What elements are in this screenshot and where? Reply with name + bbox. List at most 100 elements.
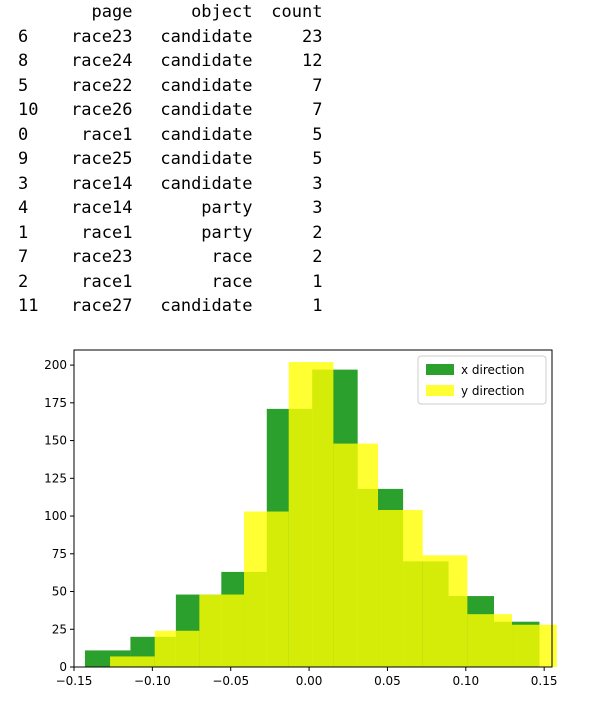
table-cell-page: race23 xyxy=(71,247,133,267)
column-header-object: object xyxy=(191,2,253,22)
table-cell-count: 7 xyxy=(312,75,323,96)
x-tick-label: 0.00 xyxy=(296,674,323,688)
y-tick-label: 100 xyxy=(44,509,67,523)
y-tick-label: 175 xyxy=(44,396,67,410)
table-cell-count: 2 xyxy=(312,247,323,267)
table-cell-object: party xyxy=(201,222,253,243)
histogram-bar-s1-b1 xyxy=(154,630,200,667)
table-cell-index: 7 xyxy=(18,247,29,267)
table-cell-count: 5 xyxy=(312,124,323,145)
table-cell-index: 4 xyxy=(18,198,29,218)
y-tick-label: 200 xyxy=(44,358,67,372)
table-row: 9 race25 candidate 5 xyxy=(18,147,322,172)
histogram-bar-s1-b2 xyxy=(199,594,245,667)
table-row: 2 race1 race 1 xyxy=(18,270,322,295)
table-cell-count: 12 xyxy=(302,51,323,71)
table-cell-count: 3 xyxy=(312,173,323,194)
table-cell-count: 1 xyxy=(312,271,323,292)
table-cell-index: 0 xyxy=(18,124,29,145)
table-cell-page: race14 xyxy=(71,173,133,194)
table-cell-index: 5 xyxy=(18,75,29,96)
table-cell-index: 1 xyxy=(18,222,29,243)
legend-label: y direction xyxy=(461,384,525,398)
histogram-bar-s1-b6 xyxy=(378,510,423,667)
x-tick-label: 0.05 xyxy=(374,674,401,688)
table-cell-object: candidate xyxy=(160,149,253,169)
x-tick-label: 0.10 xyxy=(452,674,479,688)
table-cell-count: 7 xyxy=(312,100,323,120)
table-cell-object: candidate xyxy=(160,100,253,120)
table-cell-object: candidate xyxy=(160,296,253,316)
histogram-bar-s1-b5 xyxy=(333,443,379,667)
table-cell-page: race24 xyxy=(71,51,133,71)
table-cell-page: race27 xyxy=(71,296,133,316)
table-cell-page: race1 xyxy=(81,271,133,292)
column-header-count: count xyxy=(271,2,323,22)
table-cell-object: race xyxy=(211,247,253,267)
histogram-bar-s1-b0 xyxy=(110,656,155,667)
table-cell-page: race25 xyxy=(71,149,133,169)
table-cell-page: race14 xyxy=(71,198,133,218)
table-row: 0 race1 candidate 5 xyxy=(18,123,322,148)
table-row: 3 race14 candidate 3 xyxy=(18,172,322,197)
table-cell-page: race1 xyxy=(81,222,133,243)
table-cell-index: 10 xyxy=(18,100,39,120)
table-cell-index: 9 xyxy=(18,149,29,169)
table-cell-page: race22 xyxy=(71,75,133,96)
table-row: 6 race23 candidate 23 xyxy=(18,25,322,50)
chart-legend: x direction y direction xyxy=(417,355,547,405)
table-body: 6 race23 candidate 23 8 race24 candidate 12 5 rac… xyxy=(18,25,322,319)
x-tick-label: −0.15 xyxy=(56,674,93,688)
x-tick-label: 0.15 xyxy=(531,674,558,688)
table-header-row: page object count xyxy=(18,0,323,25)
table-row: 8 race24 candidate 12 xyxy=(18,49,322,74)
y-tick-label: 25 xyxy=(52,622,67,636)
y-tick-label: 50 xyxy=(52,585,67,599)
table-cell-index: 11 xyxy=(18,296,39,316)
histogram-bar-s1-b8 xyxy=(467,614,513,667)
index-header xyxy=(18,0,44,25)
histogram-chart: −0.15 −0.10 −0.05 0.00 0.05 0.10 0.15 0 25 50 75 10… xyxy=(44,349,558,688)
table-cell-page: race1 xyxy=(81,124,133,145)
table-cell-page: race23 xyxy=(71,26,133,47)
column-header-page: page xyxy=(91,2,133,22)
legend-swatch xyxy=(426,364,454,375)
histogram-bar-s1-b9 xyxy=(512,624,557,667)
table-cell-object: candidate xyxy=(160,51,253,71)
dataframe-table: page object count 6 race23 candidate 23 8 rac… xyxy=(18,0,322,319)
table-cell-object: candidate xyxy=(160,124,253,145)
chart-axes: −0.15 −0.10 −0.05 0.00 0.05 0.10 0.15 0 25 50 75 10… xyxy=(44,349,558,688)
table-cell-index: 8 xyxy=(18,51,29,71)
table-cell-page: race26 xyxy=(71,100,133,120)
table-cell-index: 6 xyxy=(18,26,29,47)
table-row: 5 race22 candidate 7 xyxy=(18,74,322,99)
histogram-bars xyxy=(84,362,557,667)
table-row: 1 race1 party 2 xyxy=(18,221,322,246)
table-row: 4 race14 party 3 xyxy=(18,196,322,221)
table-cell-count: 5 xyxy=(312,149,323,169)
table-cell-object: candidate xyxy=(160,173,253,194)
table-cell-index: 3 xyxy=(18,173,29,194)
histogram-bar-s1-b3 xyxy=(244,511,289,667)
table-cell-count: 1 xyxy=(312,296,323,316)
y-tick-label: 150 xyxy=(44,434,67,448)
legend-swatch xyxy=(426,385,454,396)
y-tick-label: 75 xyxy=(52,547,67,561)
legend-label: x direction xyxy=(461,363,525,377)
table-cell-object: candidate xyxy=(160,26,253,47)
x-tick-label: −0.05 xyxy=(212,674,249,688)
y-tick-label: 0 xyxy=(59,660,67,674)
table-cell-object: candidate xyxy=(160,75,253,96)
table-cell-index: 2 xyxy=(18,271,29,292)
plot-frame xyxy=(73,349,553,668)
y-tick-label: 125 xyxy=(44,471,67,485)
table-row: 10 race26 candidate 7 xyxy=(18,98,322,123)
table-cell-object: party xyxy=(201,198,253,218)
table-row: 11 race27 candidate 1 xyxy=(18,294,322,319)
histogram-bar-s1-b7 xyxy=(422,555,468,667)
table-cell-count: 23 xyxy=(302,26,323,47)
table-row: 7 race23 race 2 xyxy=(18,245,322,270)
table-cell-count: 3 xyxy=(312,198,323,218)
histogram-bar-s1-b4 xyxy=(288,362,334,667)
x-tick-label: −0.10 xyxy=(134,674,171,688)
